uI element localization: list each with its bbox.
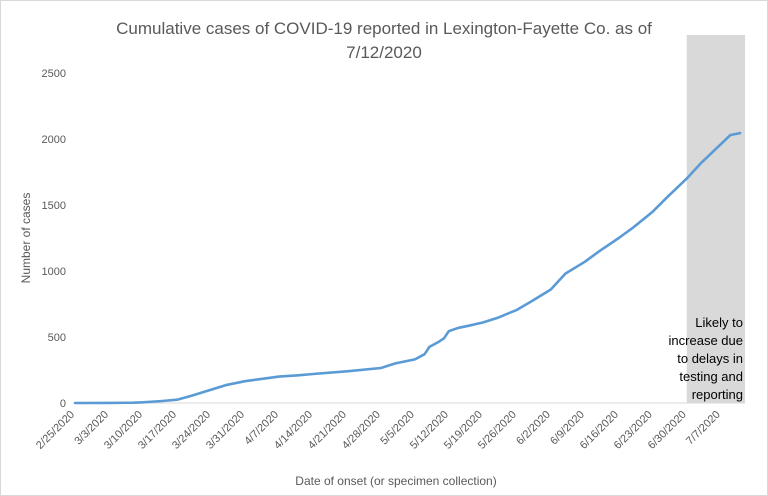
chart-title-line: 7/12/2020 [346,43,422,62]
y-tick-label: 0 [60,398,66,410]
shaded-region-note: to delays in [677,351,743,366]
y-tick-label: 1500 [42,200,66,212]
shaded-region-note: Likely to [695,315,743,330]
shaded-region [686,35,745,403]
shaded-region-note: increase due [669,333,743,348]
y-tick-label: 1000 [42,266,66,278]
y-axis-title: Number of cases [19,193,33,284]
shaded-region-note: testing and [679,369,743,384]
x-tick-label: 7/7/2020 [684,409,723,448]
series-line [73,131,742,405]
y-tick-label: 2000 [42,134,66,146]
y-tick-label: 500 [48,332,66,344]
chart-title-line: Cumulative cases of COVID-19 reported in… [116,19,652,38]
x-tick-label: 6/2/2020 [514,409,553,448]
shaded-region-note: reporting [692,387,743,402]
x-axis-title: Date of onset (or specimen collection) [295,474,496,488]
x-tick-label: 2/25/2020 [34,409,77,452]
y-tick-label: 2500 [42,68,66,80]
chart-title: Cumulative cases of COVID-19 reported in… [116,19,652,62]
